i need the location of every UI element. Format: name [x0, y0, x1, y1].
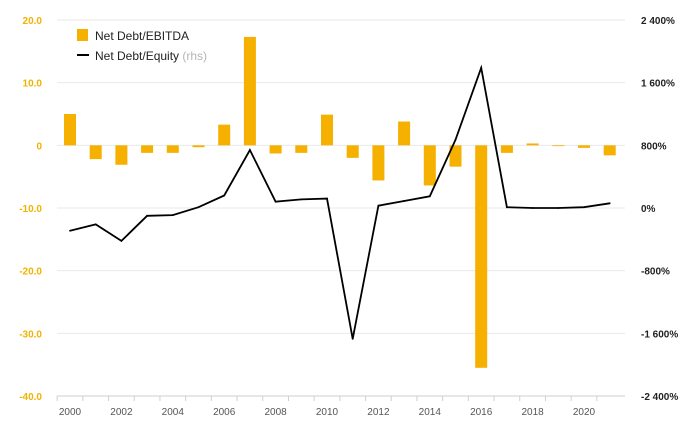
- point-net-debt-equity: [94, 223, 97, 226]
- bar-series-net-debt-ebitda: [64, 36, 616, 368]
- y-right-tick-label: -1 600%: [641, 329, 678, 340]
- point-net-debt-equity: [300, 198, 303, 201]
- bar-net-debt-ebitda: [398, 121, 411, 146]
- x-tick-label: 2006: [213, 407, 236, 418]
- point-net-debt-equity: [69, 229, 71, 232]
- x-tick-label: 2000: [59, 407, 82, 418]
- bar-net-debt-ebitda: [321, 114, 333, 146]
- y-left-tick-label: 20.0: [23, 16, 43, 27]
- point-net-debt-equity: [377, 204, 380, 207]
- x-tick-label: 2014: [419, 407, 442, 418]
- point-net-debt-equity: [480, 66, 483, 69]
- legend-suffix-rhs: (rhs): [179, 49, 207, 63]
- x-tick-label: 2002: [110, 407, 133, 418]
- point-net-debt-equity: [583, 206, 585, 209]
- y-right-tick-label: -2 400%: [641, 392, 678, 403]
- point-net-debt-equity: [428, 195, 431, 198]
- svg-text:Net Debt/Equity (rhs): Net Debt/Equity (rhs): [95, 49, 207, 63]
- x-tick-label: 2012: [367, 407, 390, 418]
- y-left-tick-label: 10.0: [23, 79, 43, 90]
- line-series-net-debt-equity: [69, 64, 611, 340]
- x-tick-label: 2008: [264, 407, 287, 418]
- bar-net-debt-ebitda: [346, 145, 359, 158]
- y-right-tick-label: 1 600%: [641, 79, 675, 90]
- point-net-debt-equity: [326, 197, 328, 200]
- bar-net-debt-ebitda: [552, 145, 565, 147]
- bar-net-debt-ebitda: [243, 36, 256, 146]
- point-net-debt-equity: [351, 337, 354, 340]
- x-tick-label: 2010: [316, 407, 339, 418]
- point-net-debt-equity: [403, 200, 405, 202]
- point-net-debt-equity: [249, 149, 251, 151]
- x-tick-label: 2004: [162, 407, 185, 418]
- y-left-tick-label: 0: [36, 141, 42, 152]
- bar-net-debt-ebitda: [166, 145, 179, 153]
- y-right-tick-label: 2 400%: [641, 16, 675, 27]
- bar-net-debt-ebitda: [449, 145, 462, 167]
- y-left-tick-label: -20.0: [19, 267, 42, 278]
- point-net-debt-equity: [531, 207, 534, 209]
- point-net-debt-equity: [608, 202, 611, 205]
- bar-net-debt-ebitda: [89, 145, 102, 160]
- y-right-tick-label: 0%: [641, 204, 656, 215]
- bar-net-debt-ebitda: [526, 143, 539, 146]
- bar-net-debt-ebitda: [372, 145, 385, 181]
- y-left-tick-label: -40.0: [19, 392, 42, 403]
- line-net-debt-equity: [69, 64, 610, 339]
- bar-net-debt-ebitda: [64, 114, 76, 146]
- y-left-tick-label: -30.0: [19, 329, 42, 340]
- point-net-debt-equity: [120, 240, 123, 242]
- bar-net-debt-ebitda: [475, 145, 488, 368]
- point-net-debt-equity: [454, 138, 457, 141]
- point-net-debt-equity: [274, 200, 277, 203]
- point-net-debt-equity: [171, 214, 174, 216]
- legend-label-net-debt-equity: Net Debt/Equity: [95, 49, 179, 63]
- legend-label-net-debt-ebitda: Net Debt/EBITDA: [95, 29, 189, 43]
- point-net-debt-equity: [557, 207, 560, 209]
- x-tick-label: 2020: [573, 407, 596, 418]
- bar-net-debt-ebitda: [500, 145, 513, 153]
- axes: 20.0 10.0 0 -10.0 -20.0 -30.0 -40.0 2 400% 1 600…: [19, 16, 678, 418]
- y-right-tick-label: 800%: [641, 141, 667, 152]
- legend: Net Debt/EBITDA Net Debt/Equity (rhs): [77, 29, 207, 63]
- point-net-debt-equity: [506, 206, 508, 209]
- x-tick-label: 2016: [470, 407, 493, 418]
- bar-net-debt-ebitda: [192, 145, 205, 148]
- bar-net-debt-ebitda: [269, 145, 282, 154]
- bar-net-debt-ebitda: [295, 145, 308, 153]
- legend-swatch-net-debt-ebitda: [77, 29, 88, 41]
- bar-net-debt-ebitda: [423, 145, 436, 186]
- x-tick-label: 2018: [521, 407, 544, 418]
- bar-net-debt-ebitda: [578, 145, 590, 148]
- point-net-debt-equity: [146, 214, 149, 217]
- point-net-debt-equity: [197, 206, 200, 209]
- bar-net-debt-ebitda: [218, 124, 231, 146]
- bar-net-debt-ebitda: [115, 145, 128, 165]
- point-net-debt-equity: [223, 194, 226, 197]
- y-left-tick-label: -10.0: [19, 204, 42, 215]
- bar-net-debt-ebitda: [603, 145, 616, 156]
- bar-net-debt-ebitda: [141, 145, 154, 153]
- y-right-tick-label: -800%: [641, 267, 670, 278]
